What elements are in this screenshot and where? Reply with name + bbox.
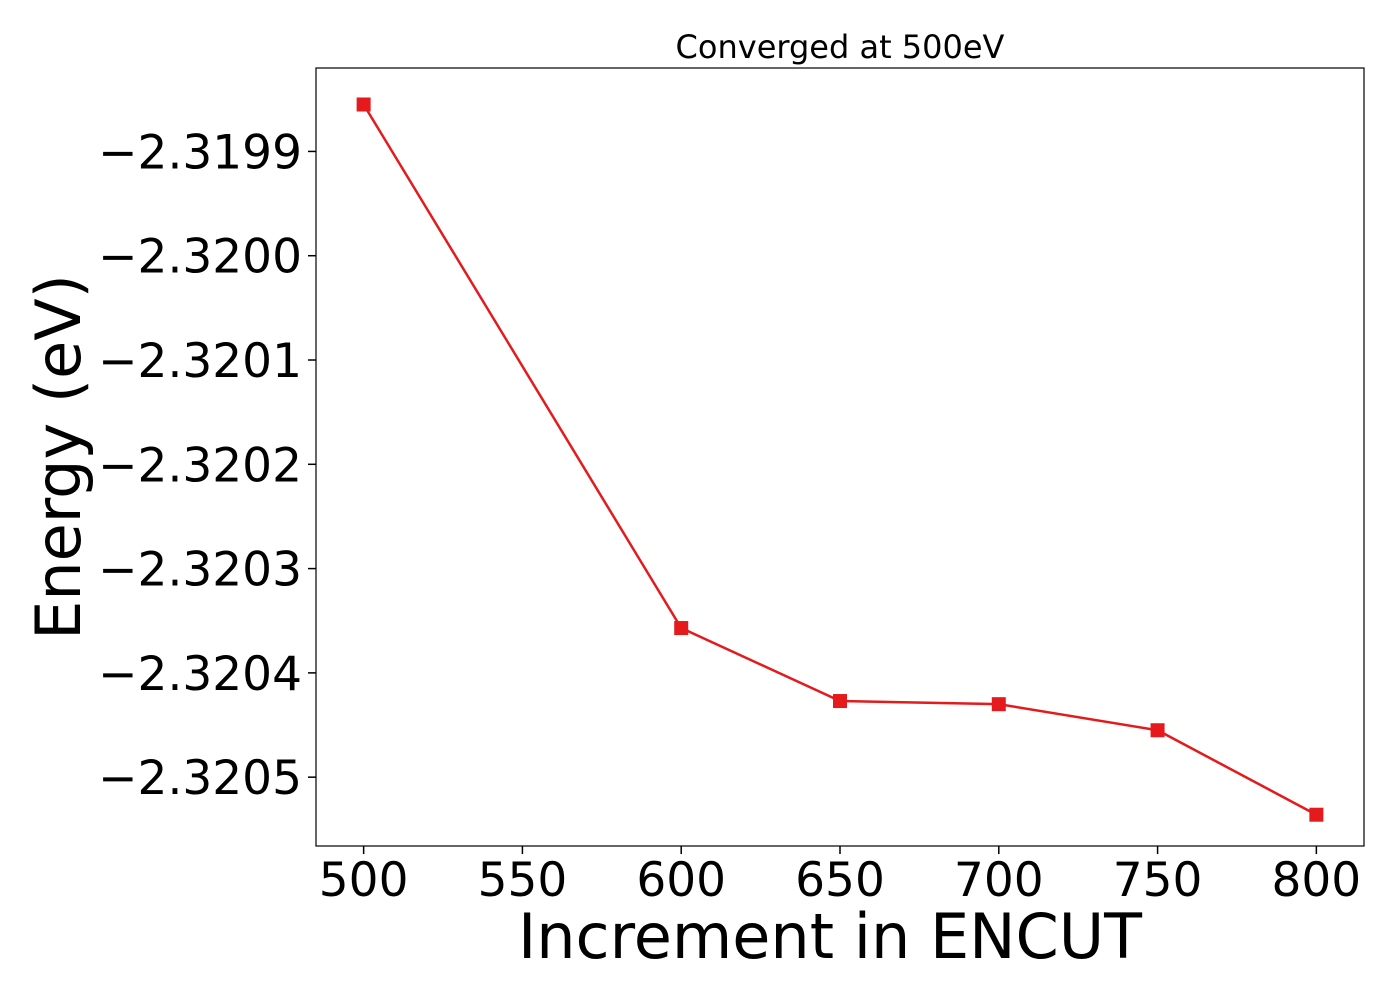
data-point-marker bbox=[1309, 807, 1324, 822]
y-axis: −2.3199 −2.3200 −2.3201 −2.3202 −2.3203 −2.32… bbox=[98, 125, 316, 806]
series-line bbox=[362, 103, 1317, 816]
y-tick-label: −2.3205 bbox=[98, 751, 302, 806]
series-markers bbox=[356, 97, 1324, 822]
x-tick-label: 650 bbox=[795, 853, 885, 908]
y-tick-label: −2.3202 bbox=[98, 438, 302, 493]
x-tick-label: 800 bbox=[1272, 853, 1362, 908]
chart-title: Converged at 500eV bbox=[676, 28, 1005, 66]
x-tick-label: 700 bbox=[954, 853, 1044, 908]
data-point-marker bbox=[833, 694, 847, 709]
x-tick-label: 750 bbox=[1113, 853, 1203, 908]
data-point-marker bbox=[674, 621, 689, 636]
x-tick-label: 500 bbox=[319, 853, 409, 908]
plot-frame bbox=[315, 67, 1365, 847]
y-axis-label: Energy (eV) bbox=[22, 274, 95, 640]
x-axis-label: Increment in ENCUT bbox=[518, 900, 1143, 973]
x-tick-label: 600 bbox=[636, 853, 726, 908]
y-tick-label: −2.3203 bbox=[98, 543, 302, 598]
y-tick-label: −2.3200 bbox=[98, 230, 302, 285]
data-point-marker bbox=[1150, 723, 1165, 738]
x-tick-label: 550 bbox=[478, 853, 568, 908]
y-tick-label: −2.3204 bbox=[98, 647, 302, 702]
y-tick-label: −2.3201 bbox=[98, 334, 302, 389]
x-axis: 500 550 600 650 700 750 800 bbox=[319, 846, 1361, 908]
y-tick-label: −2.3199 bbox=[98, 125, 302, 180]
data-point-marker bbox=[991, 697, 1006, 712]
data-point-marker bbox=[356, 97, 371, 112]
